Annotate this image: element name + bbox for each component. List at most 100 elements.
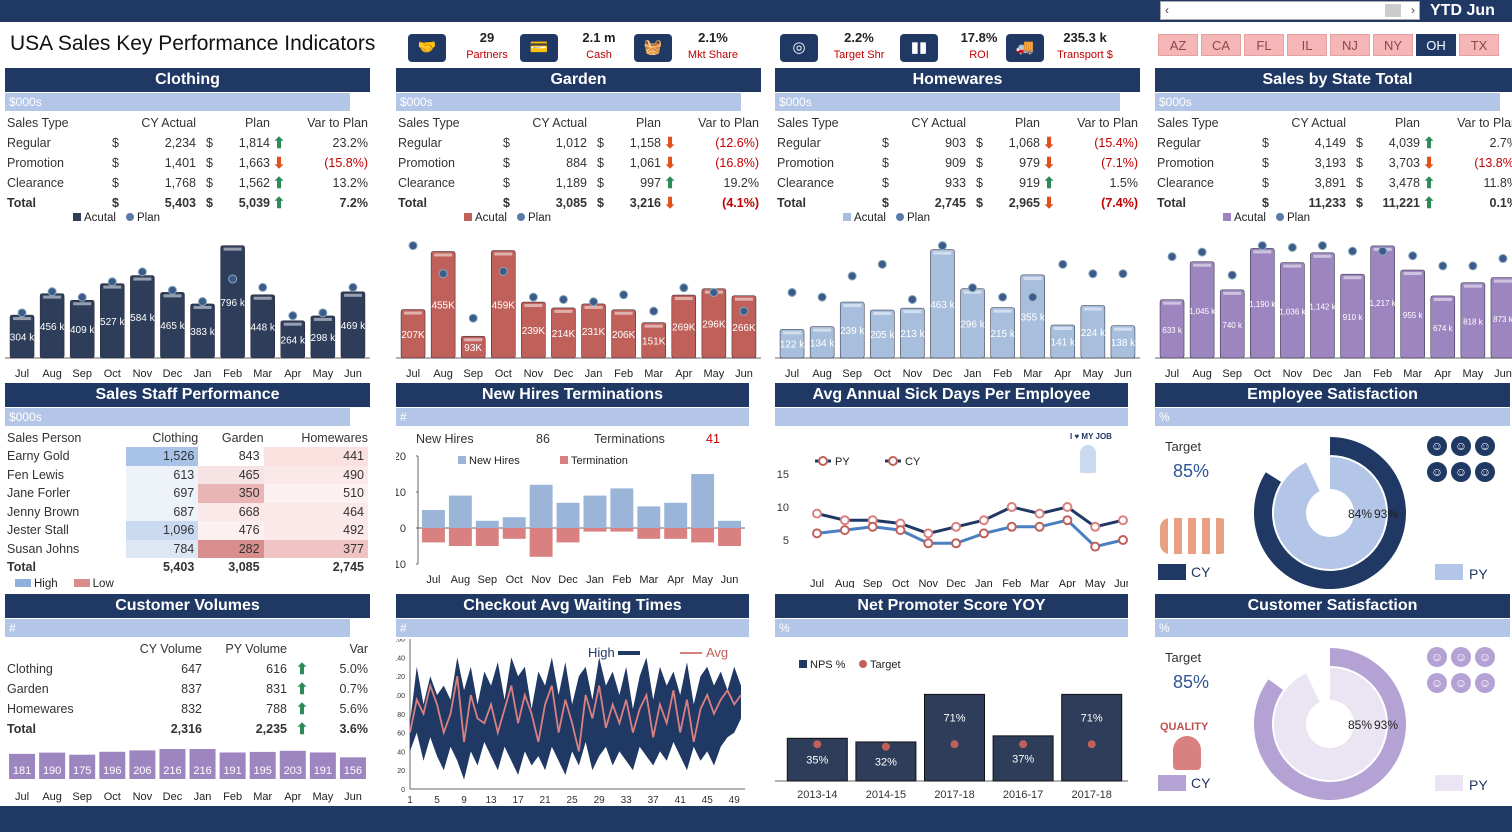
unit-label: $000s — [396, 93, 741, 111]
bar-label: 191 — [314, 765, 332, 777]
table-row: Total $3,085 $3,216 ⬇ (4.1%) — [398, 193, 759, 213]
column-header: Sales Type — [1157, 116, 1219, 130]
month-label: Nov — [133, 368, 153, 380]
period-scrollbar[interactable]: ‹ › — [1160, 1, 1420, 20]
state-button-oh[interactable]: OH — [1416, 34, 1456, 56]
column-header: Var to Plan — [307, 116, 368, 130]
month-label: May — [312, 791, 333, 803]
variance-value: (7.1%) — [1101, 156, 1138, 170]
month-label: May — [692, 574, 713, 586]
table-row: Regular $1,012 $1,158 ⬇ (12.6%) — [398, 133, 759, 153]
month-label: Mar — [253, 368, 272, 380]
currency-symbol: $ — [503, 156, 510, 170]
actual-value: 3,891 — [1314, 176, 1346, 190]
bar — [521, 301, 546, 359]
termination-bar — [664, 528, 688, 539]
currency-symbol: $ — [503, 136, 510, 150]
plan-value: 4,039 — [1388, 136, 1420, 150]
donut-label: 84% — [1348, 507, 1372, 521]
bar-highlight — [1083, 307, 1102, 311]
py-point — [923, 528, 934, 539]
year-label: 2013-14 — [797, 789, 837, 801]
bar — [491, 250, 516, 359]
month-label: Dec — [163, 791, 183, 803]
unit-label: # — [396, 408, 749, 426]
bar-label: 32% — [875, 756, 897, 768]
target-marker — [881, 742, 890, 751]
state-button-fl[interactable]: FL — [1244, 34, 1284, 56]
column-header: CY Actual — [911, 116, 966, 130]
state-button-az[interactable]: AZ — [1158, 34, 1198, 56]
bar-highlight — [813, 328, 832, 332]
actual-value: 4,149 — [1314, 136, 1346, 150]
x-tick-label: 29 — [594, 795, 606, 806]
row-label: Clearance — [1157, 176, 1214, 190]
legend-actual-label: Acutal — [1234, 212, 1266, 224]
bar-label: 527 k — [100, 317, 125, 328]
new-hires-bar — [583, 495, 607, 528]
bar-label: 296 k — [960, 319, 985, 330]
arrow-down-icon: ⬇ — [663, 195, 677, 212]
legend-py-marker — [818, 456, 828, 466]
plan-marker — [709, 287, 719, 297]
table-row: Regular $2,234 $1,814 ⬆ 23.2% — [7, 133, 368, 153]
bar-highlight — [223, 247, 242, 251]
scroll-left-icon[interactable]: ‹ — [1165, 3, 1169, 17]
plan-marker — [107, 277, 117, 287]
plan-marker — [1028, 292, 1038, 302]
scroll-thumb[interactable] — [1385, 4, 1401, 17]
bar-highlight — [1023, 276, 1042, 280]
bar-label: 266K — [732, 323, 756, 334]
actual-value: 1,012 — [555, 136, 587, 150]
bar-highlight — [73, 302, 92, 306]
termination-bar — [718, 528, 741, 546]
state-button-tx[interactable]: TX — [1459, 34, 1499, 56]
state-button-nj[interactable]: NJ — [1330, 34, 1370, 56]
customer-volume-chart: 181 Jul 190 Aug 175 Sep 196 Oct 206 Nov 216 Dec 216 J… — [9, 749, 366, 803]
plan-marker — [528, 292, 538, 302]
target-label: Target — [1165, 439, 1202, 454]
table-row: Regular $903 $1,068 ⬇ (15.4%) — [777, 133, 1138, 153]
cy-point — [923, 538, 934, 549]
customer-volume-table: CY Volume PY Volume Var Clothing 647 616 ⬆ 5.0%… — [7, 639, 368, 739]
month-label: Jun — [1494, 368, 1512, 380]
state-button-ny[interactable]: NY — [1373, 34, 1413, 56]
bar-label: 1,190 k — [1249, 300, 1276, 309]
column-header: Clothing — [152, 431, 199, 445]
bar-label: 138 k — [1111, 338, 1136, 349]
table-row: Jane Forler 697 350 510 — [7, 484, 368, 503]
bar-highlight — [1463, 284, 1482, 288]
legend-py-label: PY — [835, 456, 850, 468]
bar-label: 304 k — [10, 333, 35, 344]
plan-marker — [937, 241, 947, 251]
bar-label: 873 k — [1493, 315, 1512, 324]
state-button-ca[interactable]: CA — [1201, 34, 1241, 56]
arrow-up-icon: ⬆ — [1422, 175, 1436, 192]
bar — [1490, 277, 1512, 359]
y-tick-label: 120 — [396, 674, 405, 681]
panel-header: Net Promoter Score YOY — [775, 594, 1128, 618]
column-header — [587, 113, 609, 133]
scroll-right-icon[interactable]: › — [1411, 3, 1415, 17]
plan-marker — [1088, 269, 1098, 279]
bar-highlight — [404, 311, 423, 315]
month-label: Mar — [1030, 578, 1049, 588]
currency-symbol: $ — [882, 196, 889, 210]
staff-name: Susan Johns — [7, 541, 80, 556]
bar — [611, 309, 636, 359]
state-button-il[interactable]: IL — [1287, 34, 1327, 56]
month-label: Mar — [644, 368, 663, 380]
target-label: Target — [1165, 650, 1202, 665]
month-label: Dec — [558, 574, 578, 586]
month-label: Sep — [72, 791, 92, 803]
bar-highlight — [313, 317, 332, 321]
month-label: Feb — [993, 368, 1012, 380]
smiley-icon: ☺ — [1451, 647, 1471, 667]
plan-marker — [649, 306, 659, 316]
year-label: 2014-15 — [866, 789, 906, 801]
termination-bar — [422, 528, 445, 543]
legend-actual-label: Acutal — [854, 212, 886, 224]
bank-card-icon: 💳 — [520, 34, 558, 62]
bar-highlight — [1403, 272, 1422, 276]
bar-highlight — [933, 251, 952, 255]
